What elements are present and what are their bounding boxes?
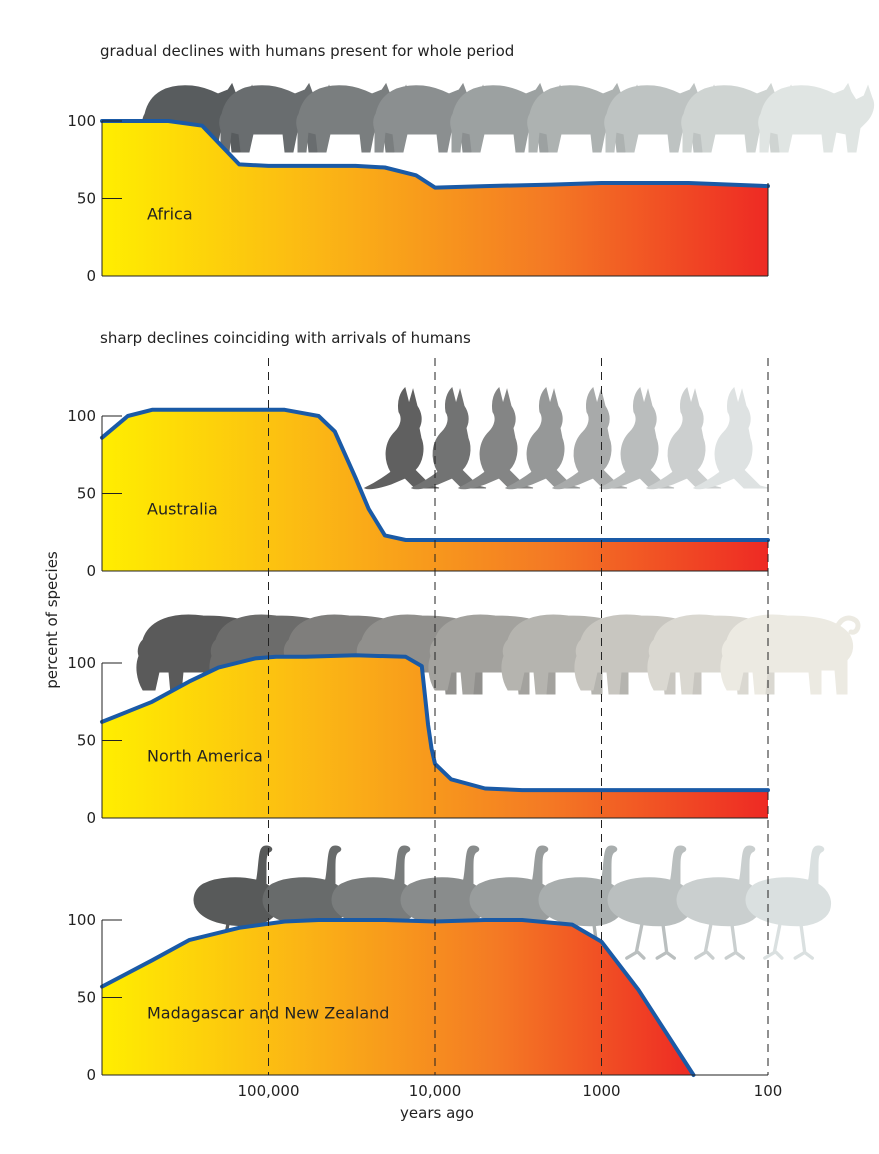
panel-title: gradual declines with humans present for… bbox=[100, 42, 514, 60]
kangaroo-icon bbox=[692, 387, 769, 490]
x-tick-label: 100,000 bbox=[237, 1082, 299, 1100]
area-africa bbox=[102, 121, 768, 276]
series-line-australia bbox=[100, 407, 770, 542]
rhino-icon bbox=[758, 82, 875, 153]
y-tick-label: 50 bbox=[77, 190, 96, 208]
moa-icon bbox=[745, 845, 832, 960]
kangaroo-icon bbox=[410, 387, 487, 490]
series-line-madagascar-and-new-zealand bbox=[100, 918, 696, 1077]
y-tick-label: 50 bbox=[77, 485, 96, 503]
area-madagascar-and-new-zealand bbox=[102, 920, 694, 1075]
y-tick-label: 100 bbox=[67, 407, 96, 425]
y-tick-label: 0 bbox=[86, 1066, 96, 1084]
series-line-north-america bbox=[100, 653, 770, 793]
y-tick-label: 0 bbox=[86, 562, 96, 580]
moa-icon bbox=[676, 845, 763, 960]
x-tick-label: 100 bbox=[754, 1082, 783, 1100]
region-label: Madagascar and New Zealand bbox=[147, 1004, 389, 1023]
y-tick-label: 0 bbox=[86, 267, 96, 285]
region-label: Africa bbox=[147, 205, 193, 224]
region-label: Australia bbox=[147, 500, 218, 519]
y-tick-label: 50 bbox=[77, 732, 96, 750]
y-tick-label: 50 bbox=[77, 989, 96, 1007]
kangaroo-icon bbox=[645, 387, 722, 490]
moa-icon bbox=[607, 845, 694, 960]
mastodon-icon bbox=[720, 614, 861, 695]
x-tick-label: 1000 bbox=[582, 1082, 620, 1100]
series-line-africa bbox=[100, 119, 770, 190]
kangaroo-icon bbox=[504, 387, 581, 490]
y-tick-label: 100 bbox=[67, 911, 96, 929]
y-tick-label: 0 bbox=[86, 809, 96, 827]
kangaroo-icon bbox=[457, 387, 534, 490]
region-label: North America bbox=[147, 747, 263, 766]
kangaroo-icon bbox=[551, 387, 628, 490]
kangaroo-icon bbox=[363, 387, 440, 490]
kangaroo-icon bbox=[598, 387, 675, 490]
y-tick-label: 100 bbox=[67, 112, 96, 130]
x-axis-label: years ago bbox=[400, 1104, 474, 1122]
y-tick-label: 100 bbox=[67, 654, 96, 672]
x-tick-label: 10,000 bbox=[409, 1082, 462, 1100]
y-axis-label: percent of species bbox=[43, 551, 61, 689]
panel-title: sharp declines coinciding with arrivals … bbox=[100, 329, 471, 347]
